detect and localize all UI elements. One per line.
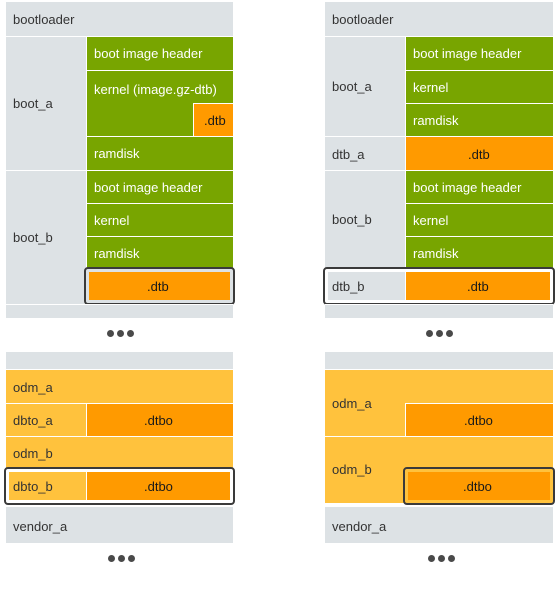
- dtb-b-dtb: .dtb: [405, 272, 550, 300]
- dtb-b-highlight: [323, 267, 555, 305]
- boot-a-label: boot_a: [332, 79, 372, 94]
- bottom-left-partition-head: [6, 352, 233, 369]
- bottom-left-ellipsis-icon: [108, 555, 135, 562]
- dbto-a-label: dbto_a: [13, 413, 53, 428]
- vendor-a-label: vendor_a: [13, 519, 68, 534]
- boot-b-kernel: kernel: [86, 203, 233, 236]
- boot-b-dtb-label: .dtb: [147, 279, 169, 294]
- boot-a-header: boot image header: [405, 36, 553, 70]
- dbto-a-dtbo-label: .dtbo: [144, 413, 173, 428]
- top-right-ellipsis-icon: [426, 330, 453, 337]
- boot-b-kernel: kernel: [405, 203, 553, 236]
- odm-a-label: odm_a: [13, 380, 53, 395]
- odm-a-label: odm_a: [332, 396, 372, 411]
- boot-b-ramdisk: ramdisk: [86, 236, 233, 268]
- bottom-right-partition-head: [325, 352, 553, 369]
- dtb-b-dtb-label: .dtb: [467, 279, 489, 294]
- boot-a-kernel-label: kernel: [413, 80, 449, 95]
- odm-b-partition: odm_b: [6, 436, 233, 468]
- dbto-a-dtbo: .dtbo: [86, 403, 233, 436]
- boot-b-label: boot_b: [13, 230, 53, 245]
- boot-a-ramdisk-label: ramdisk: [413, 113, 459, 128]
- odm-a-dtbo: .dtbo: [405, 403, 553, 436]
- dbto-b-label: dbto_b: [13, 479, 53, 494]
- boot-a-header: boot image header: [86, 36, 233, 70]
- boot-a-ramdisk: ramdisk: [86, 136, 233, 170]
- vendor-a-partition: vendor_a: [6, 506, 233, 543]
- vendor-a-label: vendor_a: [332, 519, 387, 534]
- bootloader-partition: bootloader: [6, 2, 233, 36]
- boot-a-kernel-label: kernel (image.gz-dtb): [94, 82, 217, 97]
- dbto-a-partition: dbto_a: [6, 403, 86, 436]
- boot-a-dtb: .dtb: [193, 103, 233, 136]
- dbto-b-highlight: [4, 467, 235, 505]
- boot-a-label: boot_a: [13, 96, 53, 111]
- bootloader-partition: bootloader: [325, 2, 553, 36]
- boot-a-header-label: boot image header: [94, 46, 203, 61]
- boot-b-ramdisk: ramdisk: [405, 236, 553, 268]
- boot-b-header-label: boot image header: [413, 180, 522, 195]
- odm-b-dtbo-highlight: [403, 467, 555, 505]
- odm-b-label: odm_b: [13, 446, 53, 461]
- boot-a-ramdisk-label: ramdisk: [94, 146, 140, 161]
- boot-b-header-label: boot image header: [94, 180, 203, 195]
- boot-a-kernel: kernel: [405, 70, 553, 103]
- dtb-a-dtb-label: .dtb: [468, 147, 490, 162]
- odm-a-partition: odm_a: [6, 369, 233, 403]
- odm-b-label: odm_b: [332, 462, 372, 477]
- odm-a-dtbo-label: .dtbo: [464, 413, 493, 428]
- vendor-a-partition: vendor_a: [325, 506, 553, 543]
- boot-b-label: boot_b: [332, 212, 372, 227]
- boot-b-kernel-label: kernel: [413, 213, 449, 228]
- boot-b-header: boot image header: [405, 170, 553, 203]
- boot-b-ramdisk-label: ramdisk: [413, 246, 459, 261]
- dbto-b-dtbo-label: .dtbo: [144, 479, 173, 494]
- top-left-partition-tail: [6, 304, 233, 318]
- bottom-right-ellipsis-icon: [428, 555, 455, 562]
- boot-b-dtb: .dtb: [89, 272, 230, 300]
- boot-a-dtb-label: .dtb: [204, 113, 226, 128]
- odm-b-dtbo-label: .dtbo: [463, 479, 492, 494]
- dtb-a-label: dtb_a: [332, 147, 365, 162]
- dtb-a-dtb: .dtb: [405, 136, 553, 170]
- odm-b-dtbo: .dtbo: [408, 472, 550, 500]
- dtb-b-partition: dtb_b: [328, 272, 405, 300]
- dbto-b-dtbo: .dtbo: [86, 472, 230, 500]
- bootloader-label: bootloader: [332, 12, 394, 27]
- boot-b-header: boot image header: [86, 170, 233, 203]
- boot-a-ramdisk: ramdisk: [405, 103, 553, 136]
- boot-b-kernel-label: kernel: [94, 213, 130, 228]
- top-right-partition-tail: [325, 304, 553, 318]
- bootloader-label: bootloader: [13, 12, 75, 27]
- boot-b-dtb-highlight: [84, 267, 235, 305]
- top-left-ellipsis-icon: [107, 330, 134, 337]
- boot-b-ramdisk-label: ramdisk: [94, 246, 140, 261]
- dbto-b-partition: dbto_b: [9, 472, 86, 500]
- dtb-b-label: dtb_b: [332, 279, 365, 294]
- boot-a-header-label: boot image header: [413, 46, 522, 61]
